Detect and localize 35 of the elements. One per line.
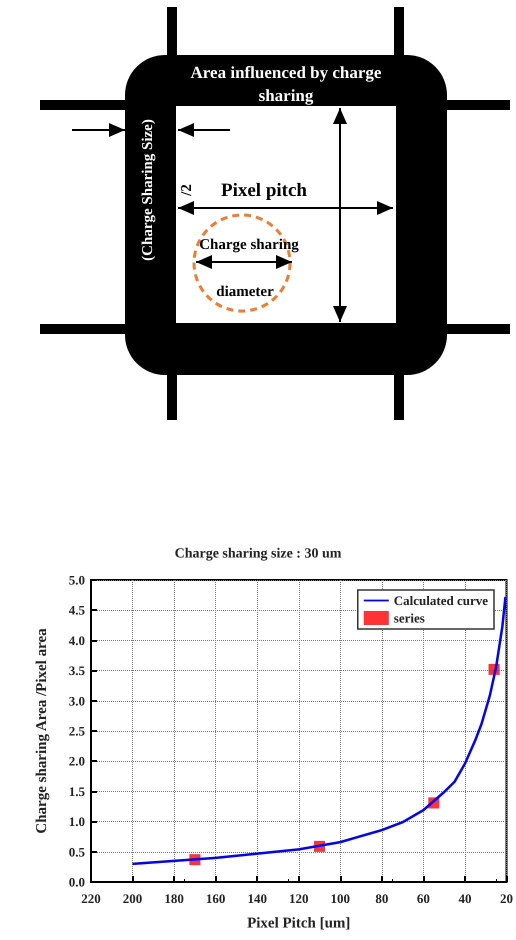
x-tick-label: 200: [122, 891, 142, 906]
legend-label: Calculated curve: [394, 593, 488, 608]
x-tick-label: 160: [206, 891, 226, 906]
text: Pixel pitch: [220, 180, 308, 201]
x-tick-label: 120: [289, 891, 308, 906]
y-tick-label: 3.0: [68, 693, 85, 708]
y-tick-label: 1.5: [68, 784, 86, 799]
text: diameter: [216, 284, 274, 300]
x-tick-label: 100: [330, 891, 350, 906]
legend-label: series: [394, 610, 425, 626]
x-tick-label: 40: [458, 891, 472, 906]
chart-title: Charge sharing size : 30 um: [174, 546, 342, 562]
y-axis-title: Charge sharing Area /Pixel area: [34, 628, 50, 834]
x-tick-label: 20: [500, 891, 513, 906]
x-tick-label: 80: [375, 891, 388, 906]
y-tick-label: 2.0: [68, 754, 85, 769]
y-tick-label: 4.5: [68, 602, 86, 618]
y-tick-label: 1.0: [68, 814, 85, 830]
x-tick-label: 140: [247, 891, 267, 906]
text: /2: [179, 184, 195, 197]
text: Area influenced by charge: [190, 63, 382, 82]
text: sharing: [258, 86, 314, 105]
y-tick-label: 2.5: [68, 724, 86, 738]
y-tick-label: 0.0: [68, 874, 85, 890]
x-tick-label: 180: [164, 891, 184, 906]
x-tick-label: 60: [416, 891, 430, 906]
x-tick-label: 220: [81, 891, 101, 906]
y-tick-label: 0.5: [68, 844, 86, 860]
line-series: [131, 596, 507, 866]
y-tick-label: 3.5: [68, 663, 86, 678]
y-tick-label: 4.0: [68, 632, 85, 648]
y-tick-label: 5.0: [68, 572, 85, 588]
x-axis-title: Pixel Pitch [um]: [247, 916, 350, 932]
text: (Charge Sharing Size): [140, 119, 156, 261]
text: Charge sharing: [199, 237, 300, 253]
